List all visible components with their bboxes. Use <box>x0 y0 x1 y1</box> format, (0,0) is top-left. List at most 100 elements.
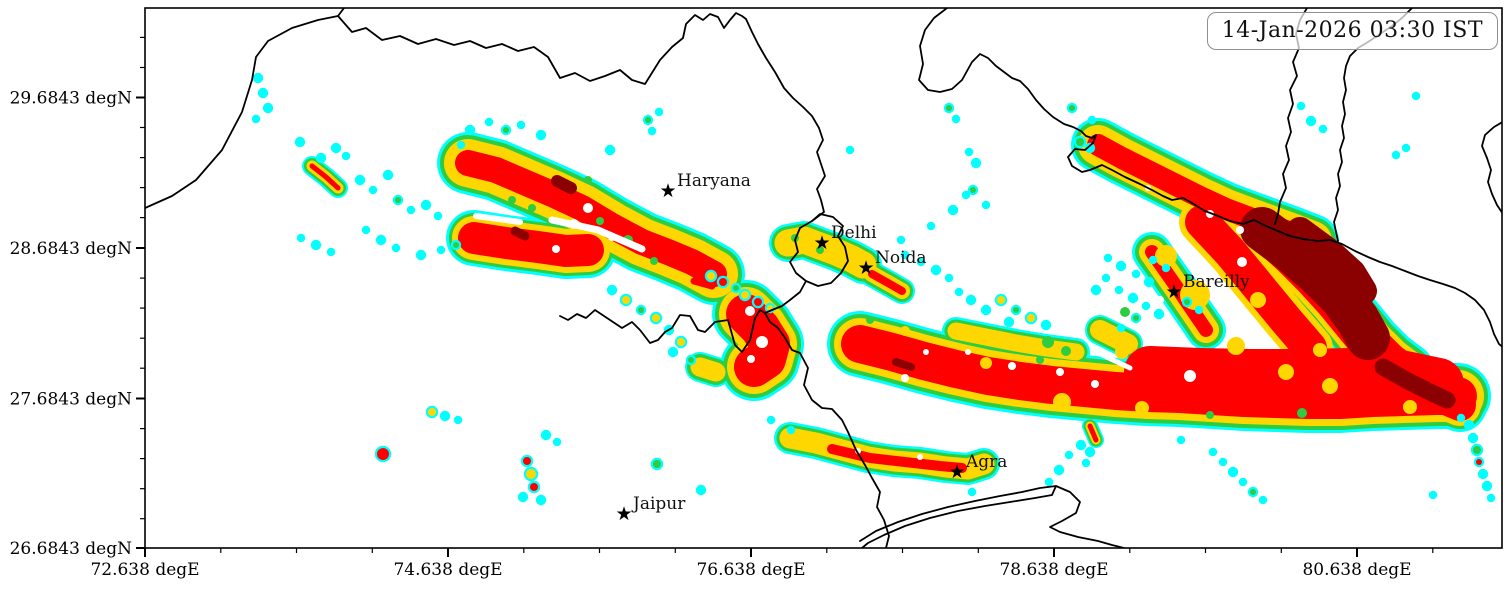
fog-channel <box>548 216 646 253</box>
fog-speck-halo <box>1087 115 1097 125</box>
city-star-icon: ★ <box>1165 281 1182 303</box>
fog-speck-halo <box>433 211 443 221</box>
fog-speck-halo <box>896 235 906 245</box>
fog-speck <box>677 338 685 346</box>
fog-speck-halo <box>453 415 463 425</box>
fog-speck <box>377 448 389 460</box>
fog-hole <box>552 245 560 253</box>
fog-patch-yellow <box>1250 292 1266 308</box>
fog-speck <box>970 187 976 193</box>
fog-speck-halo <box>294 136 306 148</box>
fog-speck <box>1473 446 1481 454</box>
fog-band <box>1087 423 1099 443</box>
fog-speck <box>523 457 531 465</box>
city-star-icon: ★ <box>659 180 676 202</box>
fog-speck-halo <box>1116 323 1126 333</box>
fog-band <box>690 277 716 290</box>
fog-speck <box>741 291 749 299</box>
fog-patch-green <box>1036 356 1044 364</box>
fog-hole <box>1237 257 1247 267</box>
x-tick-label: 78.638 degE <box>999 560 1108 580</box>
fog-band <box>458 222 604 267</box>
fog-speck-halo <box>845 145 855 155</box>
city-star-icon: ★ <box>948 461 965 483</box>
fog-speck-halo <box>1115 260 1127 272</box>
fog-speck-halo <box>1153 308 1165 320</box>
fog-speck-halo <box>436 245 446 255</box>
city-marker-delhi: ★ Delhi <box>813 223 877 254</box>
fog-speck <box>1076 138 1084 146</box>
fog-speck-halo <box>1114 285 1124 295</box>
fog-speck-halo <box>310 239 322 251</box>
fog-speck-halo <box>257 87 269 99</box>
fog-speck-halo <box>1161 263 1171 273</box>
city-star-icon: ★ <box>813 232 830 254</box>
fog-speck-halo <box>965 294 977 306</box>
fog-speck-halo <box>1084 446 1096 458</box>
fog-speck-halo <box>667 346 679 358</box>
fog-speck-halo <box>944 273 954 283</box>
fog-speck <box>503 127 509 133</box>
fog-speck-halo <box>1456 413 1466 423</box>
fog-speck <box>1013 307 1019 313</box>
fog-speck-halo <box>252 72 264 84</box>
fog-speck-halo <box>1141 301 1151 311</box>
boundary-line <box>559 309 766 353</box>
fog-patch-green <box>1297 408 1307 418</box>
fog-speck-halo <box>654 107 664 117</box>
city-star-icon: ★ <box>857 257 874 279</box>
y-tick-label: 29.6843 degN <box>10 89 133 109</box>
fog-speck <box>1027 314 1035 322</box>
fog-band <box>309 163 341 191</box>
fog-patch-green <box>508 196 516 204</box>
fog-speck-halo <box>391 243 401 253</box>
fog-band-darkred <box>1240 207 1390 360</box>
fog-specks <box>251 72 1496 506</box>
boundary-line <box>1089 164 1502 348</box>
fog-speck-halo <box>1258 495 1268 505</box>
fog-speck <box>526 469 536 479</box>
city-marker-agra: ★ Agra <box>948 452 1007 483</box>
fog-speck-halo <box>382 169 394 181</box>
fog-speck-halo <box>954 287 964 297</box>
fog-speck-halo <box>1401 143 1411 153</box>
fog-speck <box>395 197 401 203</box>
fog-speck <box>754 298 762 306</box>
fog-speck <box>622 296 630 304</box>
fog-speck-halo <box>315 152 327 164</box>
fog-patch-green <box>596 217 604 225</box>
city-markers: ★ Haryana★ Delhi★ Noida★ Bareilly★ Agra★ Jaipu… <box>615 171 1250 525</box>
fog-speck-halo <box>604 144 616 156</box>
fog-speck <box>707 272 715 280</box>
city-label: Agra <box>965 452 1007 472</box>
fog-speck-halo <box>967 487 977 497</box>
fog-speck-halo <box>1481 480 1493 492</box>
boundary-line <box>337 12 747 85</box>
fog-speck-halo <box>1305 115 1317 127</box>
fog-band <box>827 444 967 473</box>
city-marker-noida: ★ Noida <box>857 248 926 279</box>
boundary-line <box>745 18 826 222</box>
fog-speck-halo <box>1467 432 1479 444</box>
fog-hole <box>583 203 593 213</box>
fog-speck-halo <box>1218 457 1228 467</box>
fog-speck-halo <box>1081 458 1091 468</box>
fog-patch-yellow <box>1227 337 1245 355</box>
fog-band <box>690 357 726 382</box>
fog-hole <box>1008 362 1016 370</box>
city-marker-jaipur: ★ Jaipur <box>615 494 686 525</box>
fog-patch-yellow <box>1278 364 1294 380</box>
fog-speck <box>1133 315 1139 321</box>
fog-speck-halo <box>1477 468 1489 480</box>
fog-speck-halo <box>1238 477 1248 487</box>
fog-speck-halo <box>368 185 378 195</box>
fog-patch-yellow <box>1313 343 1327 357</box>
fog-speck-halo <box>1318 124 1328 134</box>
fog-speck <box>453 242 459 248</box>
fog-speck <box>946 105 952 111</box>
fog-speck-halo <box>354 174 366 186</box>
fog-band <box>726 294 790 387</box>
fog-speck-halo <box>1090 284 1102 296</box>
city-label: Bareilly <box>1183 272 1250 292</box>
